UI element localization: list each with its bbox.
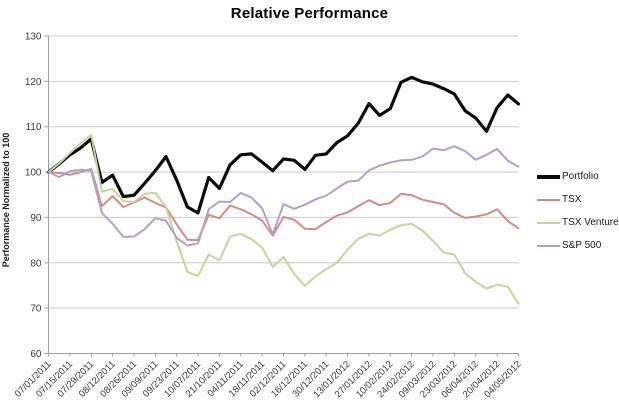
series-line-tsx bbox=[47, 167, 520, 242]
series-line-s-p-500 bbox=[47, 145, 520, 247]
legend-label-s-p-500: S&P 500 bbox=[562, 240, 602, 251]
legend-item-s-p-500: S&P 500 bbox=[537, 234, 619, 257]
legend-item-tsx-venture: TSX Venture bbox=[537, 211, 619, 234]
legend-swatch-tsx-venture bbox=[537, 221, 560, 224]
legend-label-tsx-venture: TSX Venture bbox=[562, 217, 619, 228]
chart-title: Relative Performance bbox=[230, 5, 389, 22]
y-tick-label: 100 bbox=[25, 168, 42, 179]
series-line-tsx-venture bbox=[47, 133, 520, 305]
legend-item-tsx: TSX bbox=[537, 188, 619, 211]
series-line-portfolio bbox=[46, 75, 521, 215]
y-tick-label: 130 bbox=[25, 32, 42, 43]
legend-swatch-s-p-500 bbox=[537, 244, 560, 247]
legend-label-portfolio: Portfolio bbox=[562, 171, 599, 182]
legend-swatch-portfolio bbox=[537, 174, 560, 179]
legend: Portfolio TSX TSX Venture S&P 500 bbox=[537, 165, 619, 257]
y-tick-label: 80 bbox=[30, 258, 42, 269]
y-tick-label: 90 bbox=[30, 213, 42, 224]
y-tick-label: 120 bbox=[25, 77, 42, 88]
legend-label-tsx: TSX bbox=[562, 194, 582, 205]
y-tick-label: 110 bbox=[26, 122, 42, 133]
legend-swatch-tsx bbox=[537, 198, 560, 201]
legend-item-portfolio: Portfolio bbox=[537, 165, 619, 188]
y-tick-label: 60 bbox=[30, 349, 42, 360]
y-tick-label: 70 bbox=[30, 304, 42, 315]
